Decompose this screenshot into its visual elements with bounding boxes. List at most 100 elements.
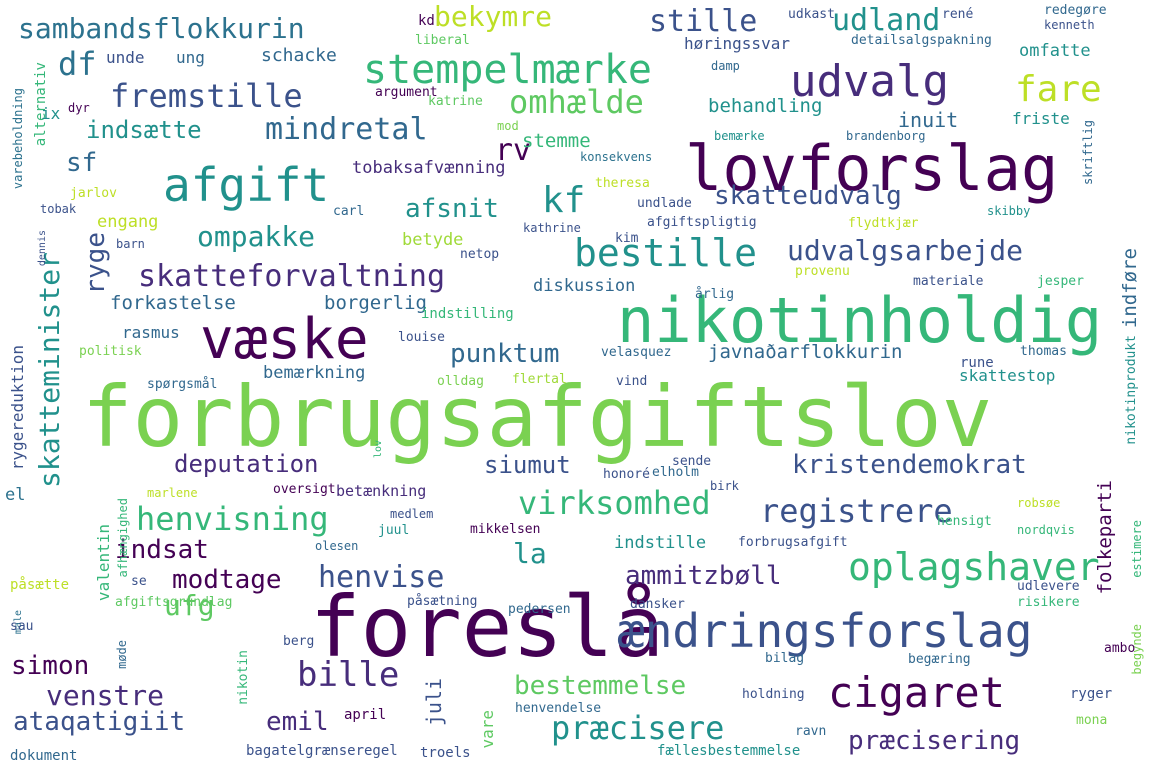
cloud-word: udvalgsarbejde bbox=[787, 234, 1024, 267]
cloud-word: friste bbox=[1012, 109, 1070, 128]
cloud-word: vare bbox=[478, 710, 497, 749]
cloud-word: cigaret bbox=[828, 668, 1006, 717]
cloud-word: ung bbox=[176, 48, 205, 67]
cloud-word: stempelmærke bbox=[363, 47, 652, 93]
cloud-word: diskussion bbox=[533, 276, 636, 296]
cloud-word: afgiftsgrundlag bbox=[115, 595, 233, 610]
cloud-word: præcisering bbox=[848, 726, 1021, 756]
cloud-word: se bbox=[131, 574, 147, 589]
cloud-word: lovforslag bbox=[685, 132, 1059, 205]
cloud-word: detailsalgspakning bbox=[851, 33, 992, 48]
cloud-word: velasquez bbox=[601, 345, 672, 360]
cloud-word: holdning bbox=[742, 687, 805, 702]
cloud-word: juul bbox=[378, 523, 410, 538]
cloud-word: deputation bbox=[174, 450, 319, 478]
cloud-word: dyr bbox=[68, 101, 90, 115]
cloud-word: fremstille bbox=[110, 77, 303, 115]
cloud-word: hensigt bbox=[937, 514, 992, 529]
cloud-word: omhælde bbox=[509, 83, 644, 121]
cloud-word: virksomhed bbox=[518, 484, 711, 522]
cloud-word: henvendelse bbox=[515, 701, 602, 716]
cloud-word: rune bbox=[960, 355, 994, 371]
cloud-word: betænkning bbox=[336, 482, 427, 500]
cloud-word: bagatelgrænseregel bbox=[246, 743, 398, 759]
cloud-word: betyde bbox=[402, 230, 464, 250]
cloud-word: valentin bbox=[94, 524, 113, 602]
cloud-word: venstre bbox=[46, 679, 165, 712]
cloud-word: registrere bbox=[760, 492, 953, 530]
cloud-word: nordqvis bbox=[1017, 523, 1075, 537]
cloud-word: stemme bbox=[522, 130, 591, 152]
cloud-word: borgerlig bbox=[324, 292, 427, 314]
cloud-word: kristendemokrat bbox=[792, 450, 1027, 480]
cloud-word: liberal bbox=[415, 33, 470, 48]
cloud-word: risikere bbox=[1017, 595, 1080, 610]
cloud-word: engang bbox=[97, 212, 159, 232]
cloud-word: stille bbox=[649, 4, 758, 39]
cloud-word: medlem bbox=[390, 507, 434, 521]
cloud-word: ammitzbøll bbox=[625, 561, 782, 591]
cloud-word: spørgsmål bbox=[147, 377, 218, 392]
cloud-word: ataqatigiit bbox=[13, 707, 186, 737]
cloud-word: forbrugsafgift bbox=[738, 535, 848, 550]
cloud-word: thomas bbox=[1020, 344, 1067, 359]
cloud-word: nikotin bbox=[236, 650, 251, 705]
cloud-word: mod bbox=[497, 119, 519, 133]
cloud-word: pedersen bbox=[508, 602, 571, 617]
cloud-word: indføre bbox=[1119, 248, 1141, 329]
cloud-word: skatteudvalg bbox=[714, 181, 902, 211]
cloud-word: dansker bbox=[630, 597, 685, 612]
cloud-word: flydtkjær bbox=[848, 216, 919, 231]
cloud-word: netop bbox=[460, 247, 500, 262]
cloud-word: estimere bbox=[1130, 520, 1144, 578]
cloud-word: punktum bbox=[450, 339, 560, 369]
cloud-word: ryger bbox=[1070, 686, 1113, 702]
cloud-word: skriftlig bbox=[1081, 120, 1095, 186]
cloud-word: ompakke bbox=[197, 220, 316, 253]
cloud-word: afgift bbox=[163, 158, 330, 212]
cloud-word: bilag bbox=[765, 651, 805, 666]
cloud-word: ryge bbox=[81, 232, 111, 295]
cloud-word: jesper bbox=[1037, 274, 1084, 289]
cloud-word: jarlov bbox=[70, 186, 117, 201]
cloud-word: påsætning bbox=[407, 594, 478, 609]
cloud-word: kenneth bbox=[1044, 18, 1095, 32]
cloud-word: schacke bbox=[261, 45, 337, 66]
cloud-word: sende bbox=[672, 454, 712, 469]
cloud-word: tobak bbox=[40, 202, 77, 216]
cloud-word: møde bbox=[115, 640, 129, 669]
cloud-word: emil bbox=[266, 707, 329, 737]
cloud-word: lov bbox=[373, 440, 384, 459]
cloud-word: tobaksafvænning bbox=[352, 158, 506, 178]
cloud-word: udkast bbox=[788, 7, 835, 22]
cloud-word: vind bbox=[616, 374, 648, 389]
cloud-word: væske bbox=[200, 307, 369, 372]
cloud-word: politisk bbox=[79, 344, 142, 359]
cloud-word: la bbox=[513, 537, 547, 570]
cloud-word: fællesbestemmelse bbox=[657, 743, 801, 759]
cloud-word: henvisning bbox=[136, 500, 329, 538]
cloud-word: sf bbox=[66, 148, 98, 178]
cloud-word: udland bbox=[832, 3, 941, 38]
cloud-word: udlevere bbox=[1017, 579, 1080, 594]
cloud-word: omfatte bbox=[1019, 41, 1091, 61]
cloud-word: dokument bbox=[10, 748, 78, 764]
cloud-word: materiale bbox=[913, 274, 984, 289]
cloud-word: bemærke bbox=[714, 129, 765, 143]
cloud-word: rygereduktion bbox=[8, 345, 27, 471]
cloud-word: udvalg bbox=[790, 56, 949, 107]
cloud-word: sau bbox=[10, 619, 34, 634]
cloud-word: ravn bbox=[795, 724, 827, 739]
cloud-word: skibby bbox=[987, 204, 1031, 218]
cloud-word: rené bbox=[942, 7, 974, 22]
cloud-word: april bbox=[344, 707, 387, 723]
cloud-word: forbrugsafgiftslov bbox=[82, 368, 993, 466]
cloud-word: modtage bbox=[172, 565, 282, 595]
cloud-word: katrine bbox=[428, 94, 483, 109]
cloud-word: skattestop bbox=[959, 366, 1056, 385]
cloud-word: provenu bbox=[795, 264, 850, 279]
cloud-word: theresa bbox=[595, 176, 650, 191]
cloud-word: undlade bbox=[637, 196, 692, 211]
cloud-word: ambo bbox=[1104, 641, 1136, 656]
cloud-word: birk bbox=[710, 479, 739, 493]
